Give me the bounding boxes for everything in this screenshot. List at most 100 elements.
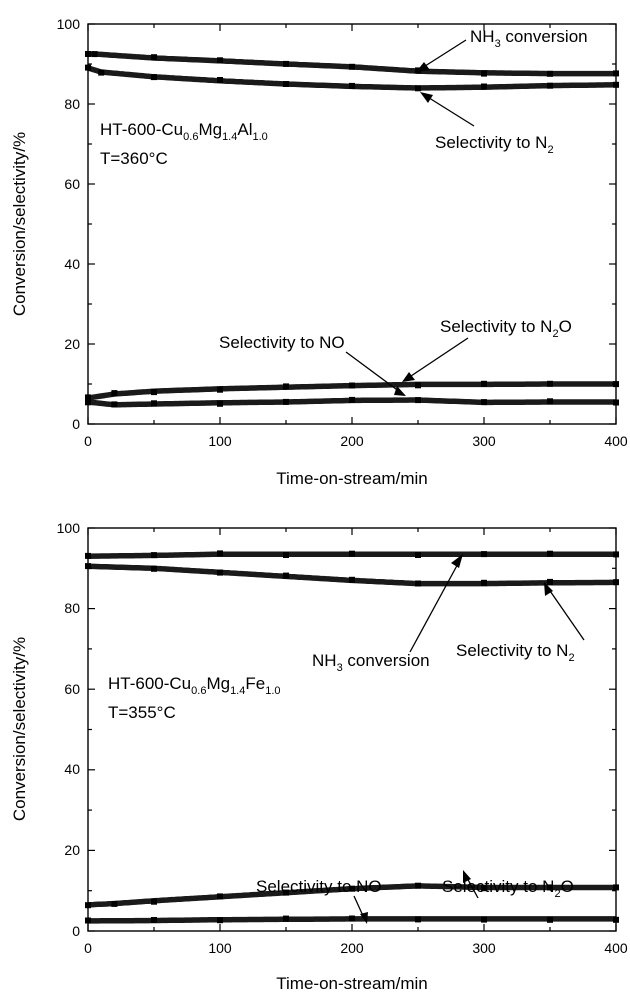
top-series-n2-point [415, 85, 421, 92]
bottom-x-tick-label: 300 [472, 940, 496, 956]
bottom-x-axis-label: Time-on-stream/min [276, 974, 427, 993]
bottom-series-n2o-point [415, 882, 421, 889]
bottom-series-nh3-point [151, 552, 157, 559]
bottom-series-nh3-point [283, 552, 289, 558]
bottom-n2o-selectivity-label: Selectivity to N2O [442, 877, 574, 900]
bottom-no-selectivity-label: Selectivity to NO [256, 877, 382, 896]
top-series-n2-point [481, 83, 487, 90]
bottom-temperature-label: T=355°C [108, 703, 176, 722]
bottom-series-n2-point [151, 565, 157, 572]
top-series-nh3-point [217, 57, 223, 64]
bottom-series-no-point [151, 917, 157, 923]
top-series-no-point [151, 400, 157, 407]
top-series-n2o-point [415, 382, 421, 389]
top-y-tick-label: 80 [64, 96, 80, 112]
bottom-series-n2o-point [481, 885, 487, 892]
top-n2o-arrowhead [402, 372, 415, 382]
bottom-series-no-point [283, 915, 289, 922]
top-series-n2o-point [283, 383, 289, 390]
top-no-selectivity-label: Selectivity to NO [219, 333, 345, 352]
top-series-nh3-point [283, 60, 289, 67]
bottom-series-n2-point [283, 572, 289, 579]
bottom-series-n2o-point [349, 885, 355, 892]
bottom-series-nh3-point [349, 550, 355, 557]
bottom-series-n2-point [415, 580, 421, 587]
top-series-no-point [415, 397, 421, 404]
top-y-tick-label: 40 [64, 256, 80, 272]
bottom-y-tick-label: 0 [72, 923, 80, 939]
bottom-series-nh3-point [415, 552, 421, 558]
top-x-tick-label: 0 [84, 433, 92, 449]
bottom-series-no-point [349, 915, 355, 922]
top-series-n2o-point [111, 390, 118, 397]
top-x-tick-label: 400 [604, 433, 628, 449]
top-n2-arrowhead [420, 92, 433, 103]
bottom-series-n2-point [217, 569, 223, 576]
top-temperature-label: T=360°C [100, 149, 168, 168]
bottom-x-tick-label: 0 [84, 940, 92, 956]
bottom-sample-label: HT-600-Cu0.6Mg1.4Fe1.0 [108, 674, 281, 697]
top-series-n2-point [349, 82, 355, 89]
bottom-series-no-point [547, 916, 553, 923]
top-chart-ticks [87, 23, 617, 425]
top-series-nh3-point [547, 70, 553, 77]
top-no-arrowhead [394, 386, 406, 396]
bottom-n2-arrowhead [544, 582, 553, 596]
top-n2o-arrow [407, 337, 469, 379]
top-series-no-point [283, 398, 289, 405]
top-y-tick-label: 0 [72, 416, 80, 432]
top-series-n2o-point [349, 382, 355, 389]
top-x-axis-label: Time-on-stream/min [276, 469, 427, 488]
bottom-series-no-point [217, 917, 223, 924]
bottom-series-no-point [415, 916, 421, 923]
bottom-no-arrowhead [360, 912, 368, 924]
bottom-series-n2-point [481, 579, 487, 586]
bottom-x-tick-label: 200 [340, 940, 364, 956]
bottom-nh3-arrowhead [451, 554, 463, 568]
bottom-n2-selectivity-label: Selectivity to N2 [456, 641, 575, 664]
bottom-nh3-arrow [409, 559, 461, 653]
bottom-y-tick-label: 40 [64, 761, 80, 777]
bottom-series-n2o-point [217, 893, 223, 900]
top-series-no-point [111, 401, 118, 408]
top-series-n2-point [547, 82, 553, 89]
top-chart-series-layer [85, 51, 619, 408]
bottom-n2-arrow [547, 587, 585, 641]
bottom-series-no-point [481, 916, 487, 923]
bottom-y-tick-label: 60 [64, 681, 80, 697]
top-chart-panel: 0 100 200 300 400 0 20 40 60 80 100 Time… [10, 16, 628, 488]
top-nh3-conversion-label: NH3 conversion [470, 27, 588, 50]
bottom-series-n2-point [349, 576, 355, 583]
top-series-n2o-point [547, 380, 553, 387]
bottom-series-n2o-point [111, 900, 118, 907]
bottom-series-nh3-point [217, 550, 223, 557]
top-series-nh3-point [151, 54, 157, 61]
top-series-n2o-point [151, 389, 157, 396]
top-series-nh3-point [481, 70, 487, 77]
top-series-nh3-point [349, 63, 355, 70]
bottom-series-n2-point [547, 578, 553, 585]
top-y-axis-label: Conversion/selectivity/% [10, 132, 29, 316]
top-sample-label: HT-600-Cu0.6Mg1.4Al1.0 [100, 120, 268, 143]
top-nh3-arrowhead [416, 62, 430, 72]
top-series-n2-point [151, 74, 157, 81]
top-series-no-point [349, 396, 355, 403]
top-series-n2o-point [217, 386, 223, 393]
bottom-chart-plot-frame [87, 527, 617, 932]
bottom-x-tick-label: 400 [604, 940, 628, 956]
top-x-tick-label: 100 [208, 433, 232, 449]
bottom-series-n2o-point [151, 898, 157, 905]
bottom-x-tick-label: 100 [208, 940, 232, 956]
bottom-y-tick-label: 20 [64, 842, 80, 858]
top-y-tick-label: 60 [64, 176, 80, 192]
top-series-n2o-point [481, 380, 487, 387]
bottom-n2o-arrowhead [463, 870, 471, 883]
top-series-n2-point [283, 81, 289, 87]
top-series-n2-point [98, 69, 105, 76]
top-series-no-point [217, 400, 223, 407]
top-y-tick-label: 100 [57, 16, 81, 32]
bottom-chart-panel: 0 100 200 300 400 0 20 40 60 80 100 Time… [10, 520, 628, 993]
bottom-y-axis-label: Conversion/selectivity/% [10, 637, 29, 821]
bottom-y-tick-label: 100 [57, 520, 81, 536]
